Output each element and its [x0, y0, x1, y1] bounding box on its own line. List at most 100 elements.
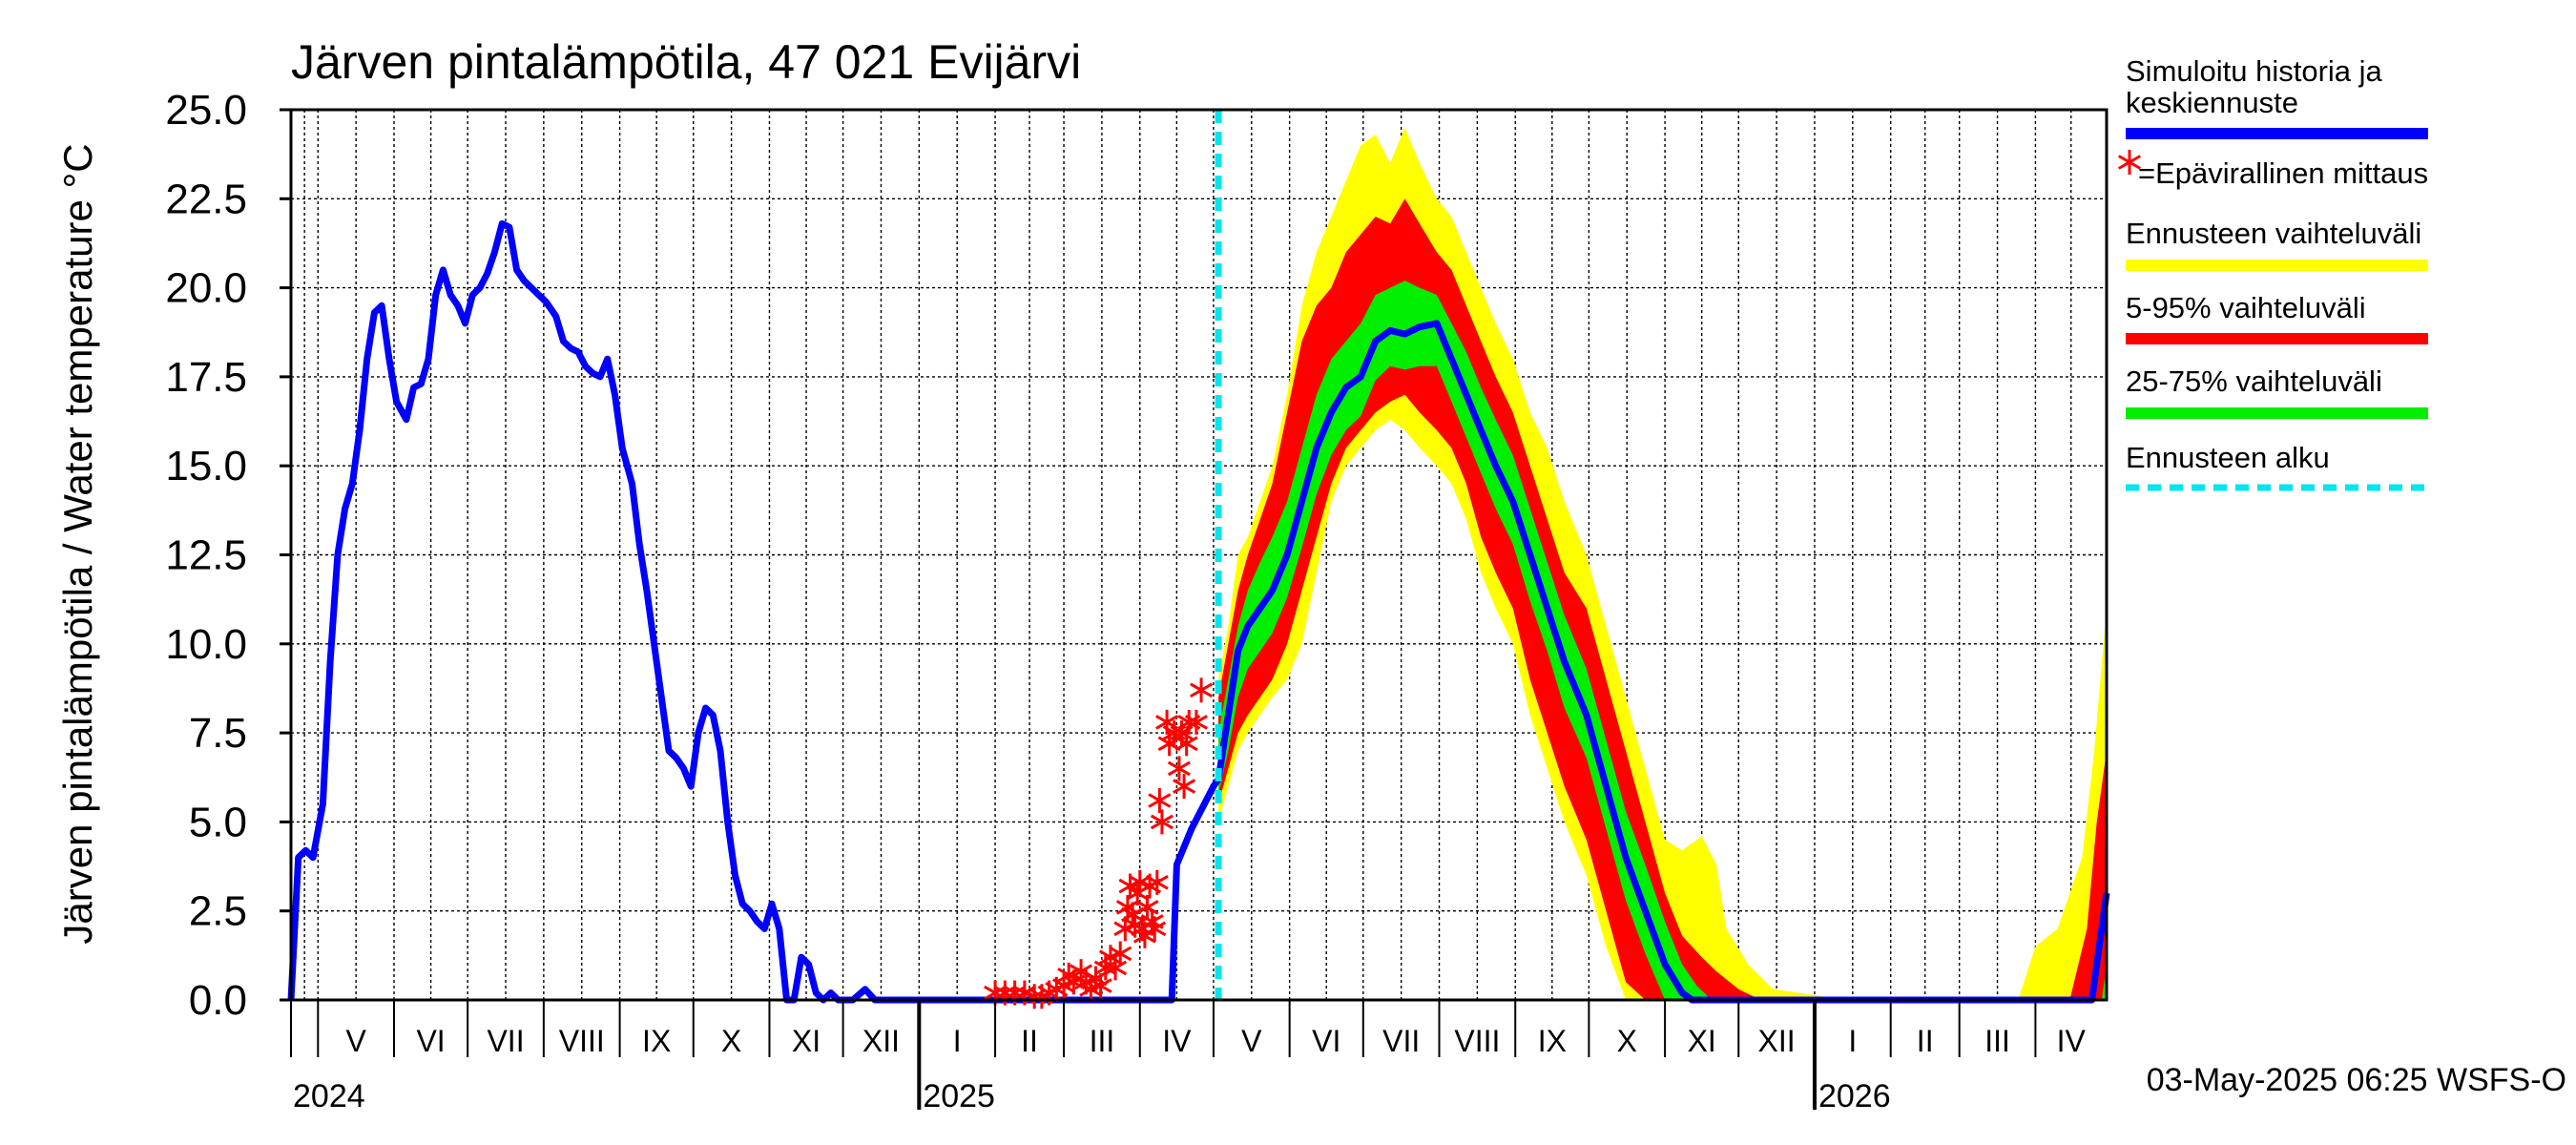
- month-label: VI: [1312, 1024, 1340, 1058]
- chart-title: Järven pintalämpötila, 47 021 Evijärvi: [291, 35, 1081, 89]
- legend-label: =Epävirallinen mittaus: [2138, 156, 2428, 190]
- month-label: XI: [1688, 1024, 1716, 1058]
- legend-label: Ennusteen vaihteluväli: [2126, 217, 2421, 250]
- month-label: II: [1021, 1024, 1038, 1058]
- measurement-point: [1174, 731, 1198, 757]
- y-tick-label: 15.0: [165, 443, 247, 489]
- star-stroke: [993, 985, 1017, 1001]
- month-label: III: [1984, 1024, 2010, 1058]
- star-stroke: [2117, 155, 2142, 170]
- legend-label: keskiennuste: [2126, 86, 2298, 119]
- unofficial-measurements: [984, 677, 1214, 1010]
- legend-label: Simuloitu historia ja: [2126, 54, 2383, 88]
- star-stroke: [1150, 814, 1174, 830]
- month-label: V: [1241, 1024, 1262, 1058]
- month-label: V: [345, 1024, 366, 1058]
- star-stroke: [1121, 906, 1145, 923]
- y-tick-label: 20.0: [165, 265, 247, 312]
- y-tick-label: 7.5: [189, 710, 247, 757]
- month-label: VII: [1382, 1024, 1420, 1058]
- month-label: VIII: [559, 1024, 605, 1058]
- month-label: XII: [862, 1024, 900, 1058]
- star-stroke: [1190, 682, 1214, 698]
- month-label: X: [1617, 1024, 1637, 1058]
- star-stroke: [1115, 900, 1139, 915]
- star-stroke: [1003, 985, 1027, 1001]
- mean-forecast-line: [287, 219, 2110, 1004]
- month-label: I: [1848, 1024, 1857, 1058]
- measurement-point: [1167, 756, 1191, 781]
- star-stroke: [1098, 949, 1122, 966]
- y-axis-label: Järven pintalämpötila / Water temperatur…: [55, 143, 100, 944]
- measurement-point: [1184, 709, 1208, 735]
- star-stroke: [1104, 960, 1128, 976]
- y-tick-label: 17.5: [165, 354, 247, 401]
- measurement-point: [1104, 955, 1128, 981]
- star-stroke: [1074, 974, 1098, 990]
- y-tick-label: 22.5: [165, 176, 247, 222]
- month-label: III: [1090, 1024, 1115, 1058]
- month-label: XI: [792, 1024, 821, 1058]
- legend-star: [2117, 150, 2142, 175]
- month-label: IX: [1538, 1024, 1567, 1058]
- year-label: 2025: [923, 1078, 995, 1114]
- star-stroke: [1109, 946, 1132, 962]
- month-label: VI: [416, 1024, 445, 1058]
- year-label: 2026: [1818, 1078, 1891, 1114]
- star-stroke: [1084, 970, 1108, 987]
- star-stroke: [1145, 875, 1169, 890]
- timestamp: 03-May-2025 06:25 WSFS-O: [2147, 1062, 2566, 1098]
- measurement-point: [1089, 973, 1112, 999]
- year-label: 2024: [293, 1078, 365, 1114]
- month-label: XII: [1758, 1024, 1796, 1058]
- legend-label: Ennusteen alku: [2126, 441, 2330, 474]
- measurement-point: [1145, 869, 1169, 895]
- legend-label: 5-95% vaihteluväli: [2126, 291, 2366, 324]
- measurement-point: [1173, 774, 1196, 800]
- measurement-point: [1135, 894, 1159, 920]
- month-label: IX: [642, 1024, 671, 1058]
- series-lines: [287, 219, 2110, 1004]
- star-stroke: [984, 985, 1008, 1001]
- month-label: VIII: [1454, 1024, 1500, 1058]
- star-stroke: [1143, 921, 1167, 937]
- x-axis: V VI VII VIII IX X XI XII I II III IV V VI VII VIII IX X X…: [290, 1000, 2087, 1114]
- star-stroke: [1174, 736, 1198, 752]
- legend-label: 25-75% vaihteluväli: [2126, 364, 2382, 398]
- month-label: VII: [487, 1024, 524, 1058]
- measurement-point: [1143, 916, 1167, 942]
- star-stroke: [1135, 900, 1159, 915]
- star-stroke: [1184, 715, 1208, 730]
- y-tick-label: 2.5: [189, 888, 247, 935]
- measurement-point: [1057, 962, 1081, 988]
- measurement-point: [1084, 966, 1108, 991]
- star-stroke: [1093, 960, 1117, 976]
- y-tick-label: 25.0: [165, 87, 247, 134]
- band-2: [1218, 198, 2107, 1001]
- star-stroke: [1170, 725, 1194, 740]
- y-tick-label: 12.5: [165, 532, 247, 579]
- y-tick-label: 5.0: [189, 799, 247, 845]
- measurement-point: [1148, 788, 1172, 814]
- star-stroke: [1148, 793, 1172, 808]
- star-stroke: [1079, 982, 1103, 997]
- month-label: I: [953, 1024, 962, 1058]
- y-tick-label: 0.0: [189, 977, 247, 1024]
- y-tick-label: 10.0: [165, 621, 247, 668]
- star-stroke: [1052, 978, 1076, 993]
- month-label: X: [721, 1024, 741, 1058]
- month-label: II: [1917, 1024, 1934, 1058]
- y-axis-ticks: 0.0 2.5 5.0 7.5 10.0 12.5 15.0 17.5 20.0 22.5 25.0: [165, 87, 291, 1024]
- month-label: IV: [1162, 1024, 1192, 1058]
- measurement-point: [1109, 941, 1132, 967]
- star-stroke: [1057, 968, 1081, 983]
- month-label: IV: [2057, 1024, 2087, 1058]
- measurement-point: [1150, 809, 1174, 835]
- star-stroke: [1089, 978, 1112, 993]
- measurement-point: [1190, 677, 1214, 703]
- star-stroke: [1173, 779, 1196, 794]
- star-stroke: [1167, 760, 1191, 777]
- forecast-bands: [1218, 127, 2107, 1001]
